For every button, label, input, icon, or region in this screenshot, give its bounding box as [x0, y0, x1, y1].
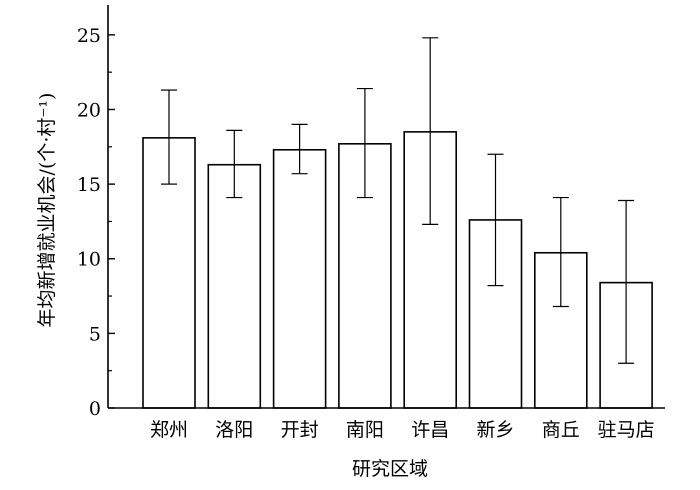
y-tick-label: 10 [77, 249, 101, 271]
x-category-label: 新乡 [476, 419, 514, 441]
bars-group [142, 131, 653, 409]
bar [468, 219, 523, 409]
y-tick-label: 5 [89, 323, 101, 345]
x-category-label: 驻马店 [598, 419, 655, 441]
y-tick-label: 25 [77, 25, 101, 47]
x-category-label: 南阳 [346, 419, 384, 441]
y-tick-label: 0 [89, 398, 101, 420]
bar [272, 148, 327, 409]
y-tick-label: 20 [77, 99, 101, 121]
bar [207, 163, 262, 409]
x-category-label: 开封 [281, 419, 319, 441]
y-ticks-group: 0 5 10 15 20 25 [77, 25, 115, 420]
error-bars-group [161, 37, 635, 364]
x-category-label: 郑州 [150, 419, 188, 441]
x-category-label: 洛阳 [215, 419, 253, 441]
x-category-label: 许昌 [411, 419, 449, 441]
y-axis-title: 年均新增就业机会/(个·村⁻¹) [36, 93, 58, 328]
x-axis-title: 研究区域 [352, 458, 428, 480]
x-category-labels: 郑州 洛阳 开封 南阳 许昌 新乡 商丘 驻马店 [150, 419, 655, 441]
x-category-label: 商丘 [542, 419, 580, 441]
y-tick-label: 15 [77, 174, 101, 196]
